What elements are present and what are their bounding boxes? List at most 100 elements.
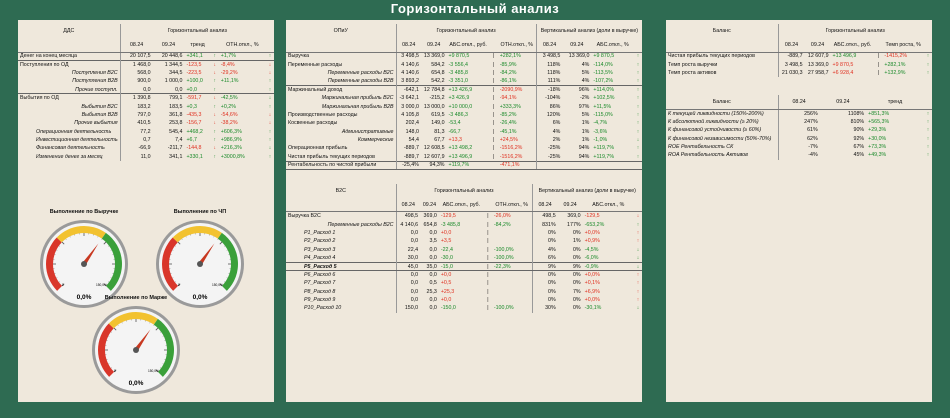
gauge-zone-red <box>46 237 63 291</box>
gauge: Выполнение по Выручке 150,0% 0 0,0% <box>36 209 132 312</box>
bar-divider: | <box>487 288 489 295</box>
trend-arrow: ↑ <box>636 69 640 76</box>
row-label: Переменные расходы B2C <box>327 69 394 76</box>
ratio-row: ROE Рентабельность СК -7% 67% +73,3% ↑ <box>666 142 932 152</box>
bar-divider: | <box>493 78 495 85</box>
abs-deviation-cell: -150,0 <box>440 305 456 312</box>
value-cell <box>562 160 592 170</box>
bar-divider: | <box>489 51 498 61</box>
opiu-row: Переменные расходы B2B 3 893,2 542,2 -3 351… <box>286 77 642 86</box>
opiu-row: Выручка 3 498,5 13 369,0 +9 870,5 | +282,1% 3 … <box>286 51 642 61</box>
column-header: 08.24 <box>395 197 421 213</box>
value-cell: -4% <box>777 151 820 160</box>
value-cell: 3 893,2 <box>395 77 421 86</box>
trend-arrow: ↑ <box>636 111 640 118</box>
row-label: Маржинальная прибыль B2B <box>321 103 394 110</box>
abs-deviation-cell: +6 928,4 <box>832 69 854 76</box>
rel-deviation-cell <box>492 237 532 245</box>
column-header: ОТН.откл., % <box>497 38 537 53</box>
rel-deviation-cell <box>492 229 532 237</box>
trend-arrow: ↑ <box>926 69 930 76</box>
dds-row: Поступления B2C 568,0 344,5 -223,5 ↓ -29,2% ↓ <box>18 68 274 78</box>
abs-deviation-cell: +13 498,2 <box>448 145 473 152</box>
value-cell: 3 498,5 <box>777 60 805 69</box>
value-cell: 9% <box>557 261 583 272</box>
value-cell: 94,3% <box>420 160 447 170</box>
column-header: тренд <box>184 38 211 53</box>
abs-deviation-cell: +9 870,5 <box>446 51 490 61</box>
page-title: Горизонтальный анализ <box>390 1 560 16</box>
value-cell: 542,2 <box>431 78 445 85</box>
value-cell: 20 448,6 <box>152 51 185 61</box>
value-cell: 0,0 <box>395 295 421 305</box>
row-label: Темп роста активов <box>668 69 717 76</box>
gauge-max-label: 150,0% <box>96 283 107 287</box>
gauge-min-label: 0 <box>114 369 116 373</box>
dds-row: Изменение денег за месяц 11,0 341,1 +330,1 ↑… <box>18 152 274 162</box>
row-label: Переменные расходы <box>288 61 343 68</box>
value-cell: 654,8 <box>423 221 437 228</box>
gauge-max-label: 150,0% <box>212 283 223 287</box>
balance-subheader-row: 08.24 09.24 АБС.откл., руб. Темп роста, % <box>666 38 932 53</box>
ratio-row: К текущей ликвидности (150%-200%) 256% 110… <box>666 109 932 118</box>
value-cell: 92% <box>853 135 865 142</box>
value-cell: 177% <box>567 221 581 228</box>
trend-arrow: ↑ <box>213 78 217 85</box>
dds-row: Поступления B2B 900,0 1 000,0 +100,0 ↑ +11,1%… <box>18 77 274 86</box>
trend-cell: +330,1 <box>186 153 203 160</box>
value-cell: 183,5 <box>169 103 183 110</box>
dds-title: ДДС <box>63 28 75 34</box>
share-deviation-cell: -107,2% <box>593 78 614 85</box>
value-cell: 1 344,5 <box>152 59 185 69</box>
rel-deviation-cell: +24,5% <box>499 137 518 144</box>
balance-row: Чистая прибыль текущих периодов -889,7 12 … <box>666 52 932 61</box>
value-cell: 3 000,0 <box>395 102 421 111</box>
b2c-row: P1_Расход 1 0,0 0,0 +0,0 | 0% 0% +0,0% ↑ <box>286 228 642 238</box>
row-label: Производственные расходы <box>288 111 358 118</box>
value-cell: 361,8 <box>169 111 183 118</box>
bar-divider: | <box>877 61 880 68</box>
row-label: P5_Расход 5 <box>286 261 396 272</box>
row-label: Косвенные расходы <box>288 120 338 127</box>
column-header: 08.24 <box>535 38 563 53</box>
value-cell: 4 140,6 <box>395 68 421 78</box>
share-deviation-cell: -6,0% <box>584 254 599 261</box>
column-header: 09.24 <box>804 38 831 53</box>
b2c-row: P5_Расход 5 45,0 35,0 -15,0 | -22,3% 9% 9% -0,9%… <box>286 261 642 272</box>
opiu-row: Административные 148,0 81,3 -66,7 | -45,1% 4% 1… <box>286 127 642 136</box>
bar-divider: | <box>877 53 880 60</box>
trend-arrow: ↑ <box>636 153 640 160</box>
value-cell: -642,1 <box>395 85 421 94</box>
percent-arrow: ↑ <box>268 86 272 93</box>
value-cell: 253,8 <box>169 120 183 127</box>
value-cell: -18% <box>535 85 563 94</box>
value-cell: 30,0 <box>395 253 421 263</box>
abs-deviation-cell: +0,0 <box>440 229 452 236</box>
ratios-title: Баланс <box>666 95 778 110</box>
column-header: 09.24 <box>152 38 185 53</box>
abs-deviation-cell: +3,5 <box>440 238 452 245</box>
value-cell: 81,3 <box>434 128 445 135</box>
percent-cell: +216,3% <box>220 145 242 152</box>
value-cell: 0% <box>572 246 581 253</box>
rel-deviation-cell: -94,1% <box>499 95 517 102</box>
rel-deviation-cell: -84,2% <box>499 69 517 76</box>
balance-table: Баланс Горизонтальный анализ 08.24 09.24 АБС… <box>666 24 932 78</box>
balance-row: Темп роста активов 21 030,3 27 958,7 +6 928… <box>666 68 932 78</box>
value-cell: 4% <box>531 245 558 254</box>
value-cell: 5% <box>581 111 590 118</box>
value-cell: 498,5 <box>395 211 421 221</box>
value-cell: 0,0 <box>395 279 421 288</box>
bar-divider: | <box>487 238 489 245</box>
value-cell: 0% <box>531 270 558 280</box>
value-cell: 30% <box>531 304 558 313</box>
opiu-row: Чистая прибыль текущих периодов -889,7 12 … <box>286 152 642 162</box>
column-header: 09.24 <box>562 38 592 53</box>
spacer <box>924 95 932 110</box>
dds-row: Прочие поступл. 0,0 0,0 +0,0 ↑ ↑ <box>18 85 274 94</box>
value-cell: -889,7 <box>777 52 805 61</box>
value-cell: 0% <box>572 229 581 236</box>
bar-divider: | <box>487 246 489 253</box>
trend-arrow: ↓ <box>213 111 217 118</box>
growth-cell: +282,1% <box>884 61 906 68</box>
